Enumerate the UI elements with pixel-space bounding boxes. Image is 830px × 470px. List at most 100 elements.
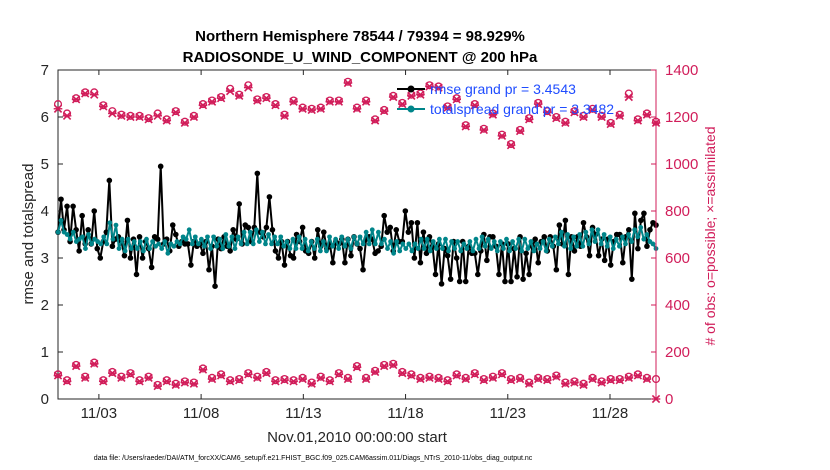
obs-assimilated-low-marker <box>515 374 525 384</box>
obs-assimilated-marker <box>180 118 190 128</box>
totalspread-point <box>195 241 201 247</box>
obs-assimilated-marker <box>117 111 126 120</box>
rmse-point <box>553 266 560 273</box>
obs-possible-marker <box>135 111 144 120</box>
rmse-point <box>586 252 593 259</box>
obs-possible-marker <box>534 98 543 107</box>
obs-possible-low-marker <box>470 369 479 378</box>
totalspread-point <box>256 239 262 244</box>
rmse-point <box>230 227 236 233</box>
rmse-point <box>408 219 415 226</box>
rmse-point <box>562 217 569 224</box>
obs-possible-marker <box>461 121 470 130</box>
obs-assimilated-low-marker <box>479 376 489 385</box>
totalspread-point <box>345 236 351 242</box>
obs-possible-marker <box>543 107 552 116</box>
totalspread-point <box>131 239 137 244</box>
obs-assimilated-low-marker <box>488 373 498 383</box>
rmse-point <box>571 248 578 254</box>
totalspread-point <box>430 239 436 244</box>
totalspread-point <box>571 234 577 240</box>
totalspread-point <box>607 234 613 240</box>
totalspread-point <box>67 236 73 242</box>
obs-assimilated-low-marker <box>207 374 217 384</box>
obs-assimilated-marker <box>135 112 144 122</box>
obs-assimilated-marker <box>397 99 407 109</box>
obs-possible-low-marker <box>416 373 425 382</box>
obs-possible-low-marker <box>280 374 289 384</box>
obs-assimilated-marker <box>615 111 625 120</box>
obs-possible-marker <box>144 114 153 123</box>
x-tick-label: 11/08 <box>183 405 219 422</box>
obs-assimilated-low-marker <box>225 377 235 386</box>
obs-assimilated-marker <box>416 90 425 99</box>
obs-assimilated-low-marker <box>53 371 63 380</box>
obs-assimilated-low-marker <box>280 376 289 385</box>
totalspread-point <box>189 241 195 247</box>
rmse-point <box>136 234 143 240</box>
totalspread-point <box>491 239 497 244</box>
rmse-point <box>200 250 206 257</box>
obs-assimilated-marker <box>98 102 108 111</box>
totalspread-point <box>357 234 363 240</box>
obs-possible-marker <box>53 100 63 109</box>
obs-possible-low-marker <box>226 376 235 385</box>
totalspread-point <box>534 241 540 247</box>
obs-assimilated-marker <box>325 97 335 106</box>
obs-possible-low-marker <box>90 358 99 367</box>
obs-assimilated-low-marker <box>542 376 552 385</box>
rmse-point <box>148 264 155 271</box>
totalspread-point <box>629 239 634 244</box>
obs-possible-marker <box>470 100 479 109</box>
totalspread-point <box>186 227 192 233</box>
obs-assimilated-marker <box>533 99 543 109</box>
totalspread-point <box>372 241 378 247</box>
rmse-point <box>520 276 526 282</box>
x-tick-label: 11/18 <box>387 405 423 422</box>
rmse-point <box>496 271 502 278</box>
obs-assimilated-low-marker <box>588 374 597 384</box>
data-file-footnote: data file: /Users/raeder/DAI/ATM_forcXX/… <box>94 455 533 462</box>
totalspread-point <box>147 246 152 252</box>
obs-possible-low-marker <box>262 367 271 377</box>
obs-possible-low-marker <box>171 379 180 388</box>
totalspread-point <box>275 241 281 247</box>
totalspread-point <box>205 234 210 240</box>
x-tick-label: 11/28 <box>592 405 628 422</box>
obs-assimilated-marker <box>388 92 398 102</box>
obs-possible-low-marker <box>534 373 543 382</box>
totalspread-point <box>620 234 625 240</box>
obs-possible-low-marker <box>452 370 461 379</box>
obs-assimilated-low-marker <box>388 360 398 370</box>
obs-assimilated-marker <box>497 131 507 140</box>
totalspread-point <box>604 243 610 249</box>
totalspread-point <box>467 239 473 244</box>
totalspread-point <box>296 234 302 240</box>
obs-assimilated-low-marker <box>633 371 643 380</box>
rmse-point <box>638 217 644 224</box>
obs-assimilated-low-marker <box>253 373 262 383</box>
obs-possible-low-marker <box>253 372 262 381</box>
obs-assimilated-low-marker <box>135 377 144 386</box>
totalspread-point <box>137 239 143 244</box>
obs-possible-marker <box>516 125 525 134</box>
rmse-point <box>106 177 113 184</box>
rmse-point <box>601 257 608 264</box>
obs-possible-marker <box>198 100 208 109</box>
totalspread-point <box>623 241 628 247</box>
obs-possible-low-marker <box>506 374 516 384</box>
totalspread-point <box>183 236 189 242</box>
obs-assimilated-low-marker <box>443 377 452 386</box>
obs-possible-marker <box>597 111 606 120</box>
obs-assimilated-low-marker <box>180 378 190 387</box>
totalspread-point <box>485 236 491 242</box>
totalspread-point <box>293 246 299 252</box>
obs-assimilated-marker <box>126 112 135 122</box>
totalspread-point <box>635 234 641 240</box>
obs-assimilated-marker <box>506 141 516 150</box>
obs-possible-low-marker <box>615 374 624 384</box>
rmse-point <box>453 255 460 261</box>
totalspread-point <box>86 232 91 237</box>
totalspread-point <box>107 220 113 226</box>
